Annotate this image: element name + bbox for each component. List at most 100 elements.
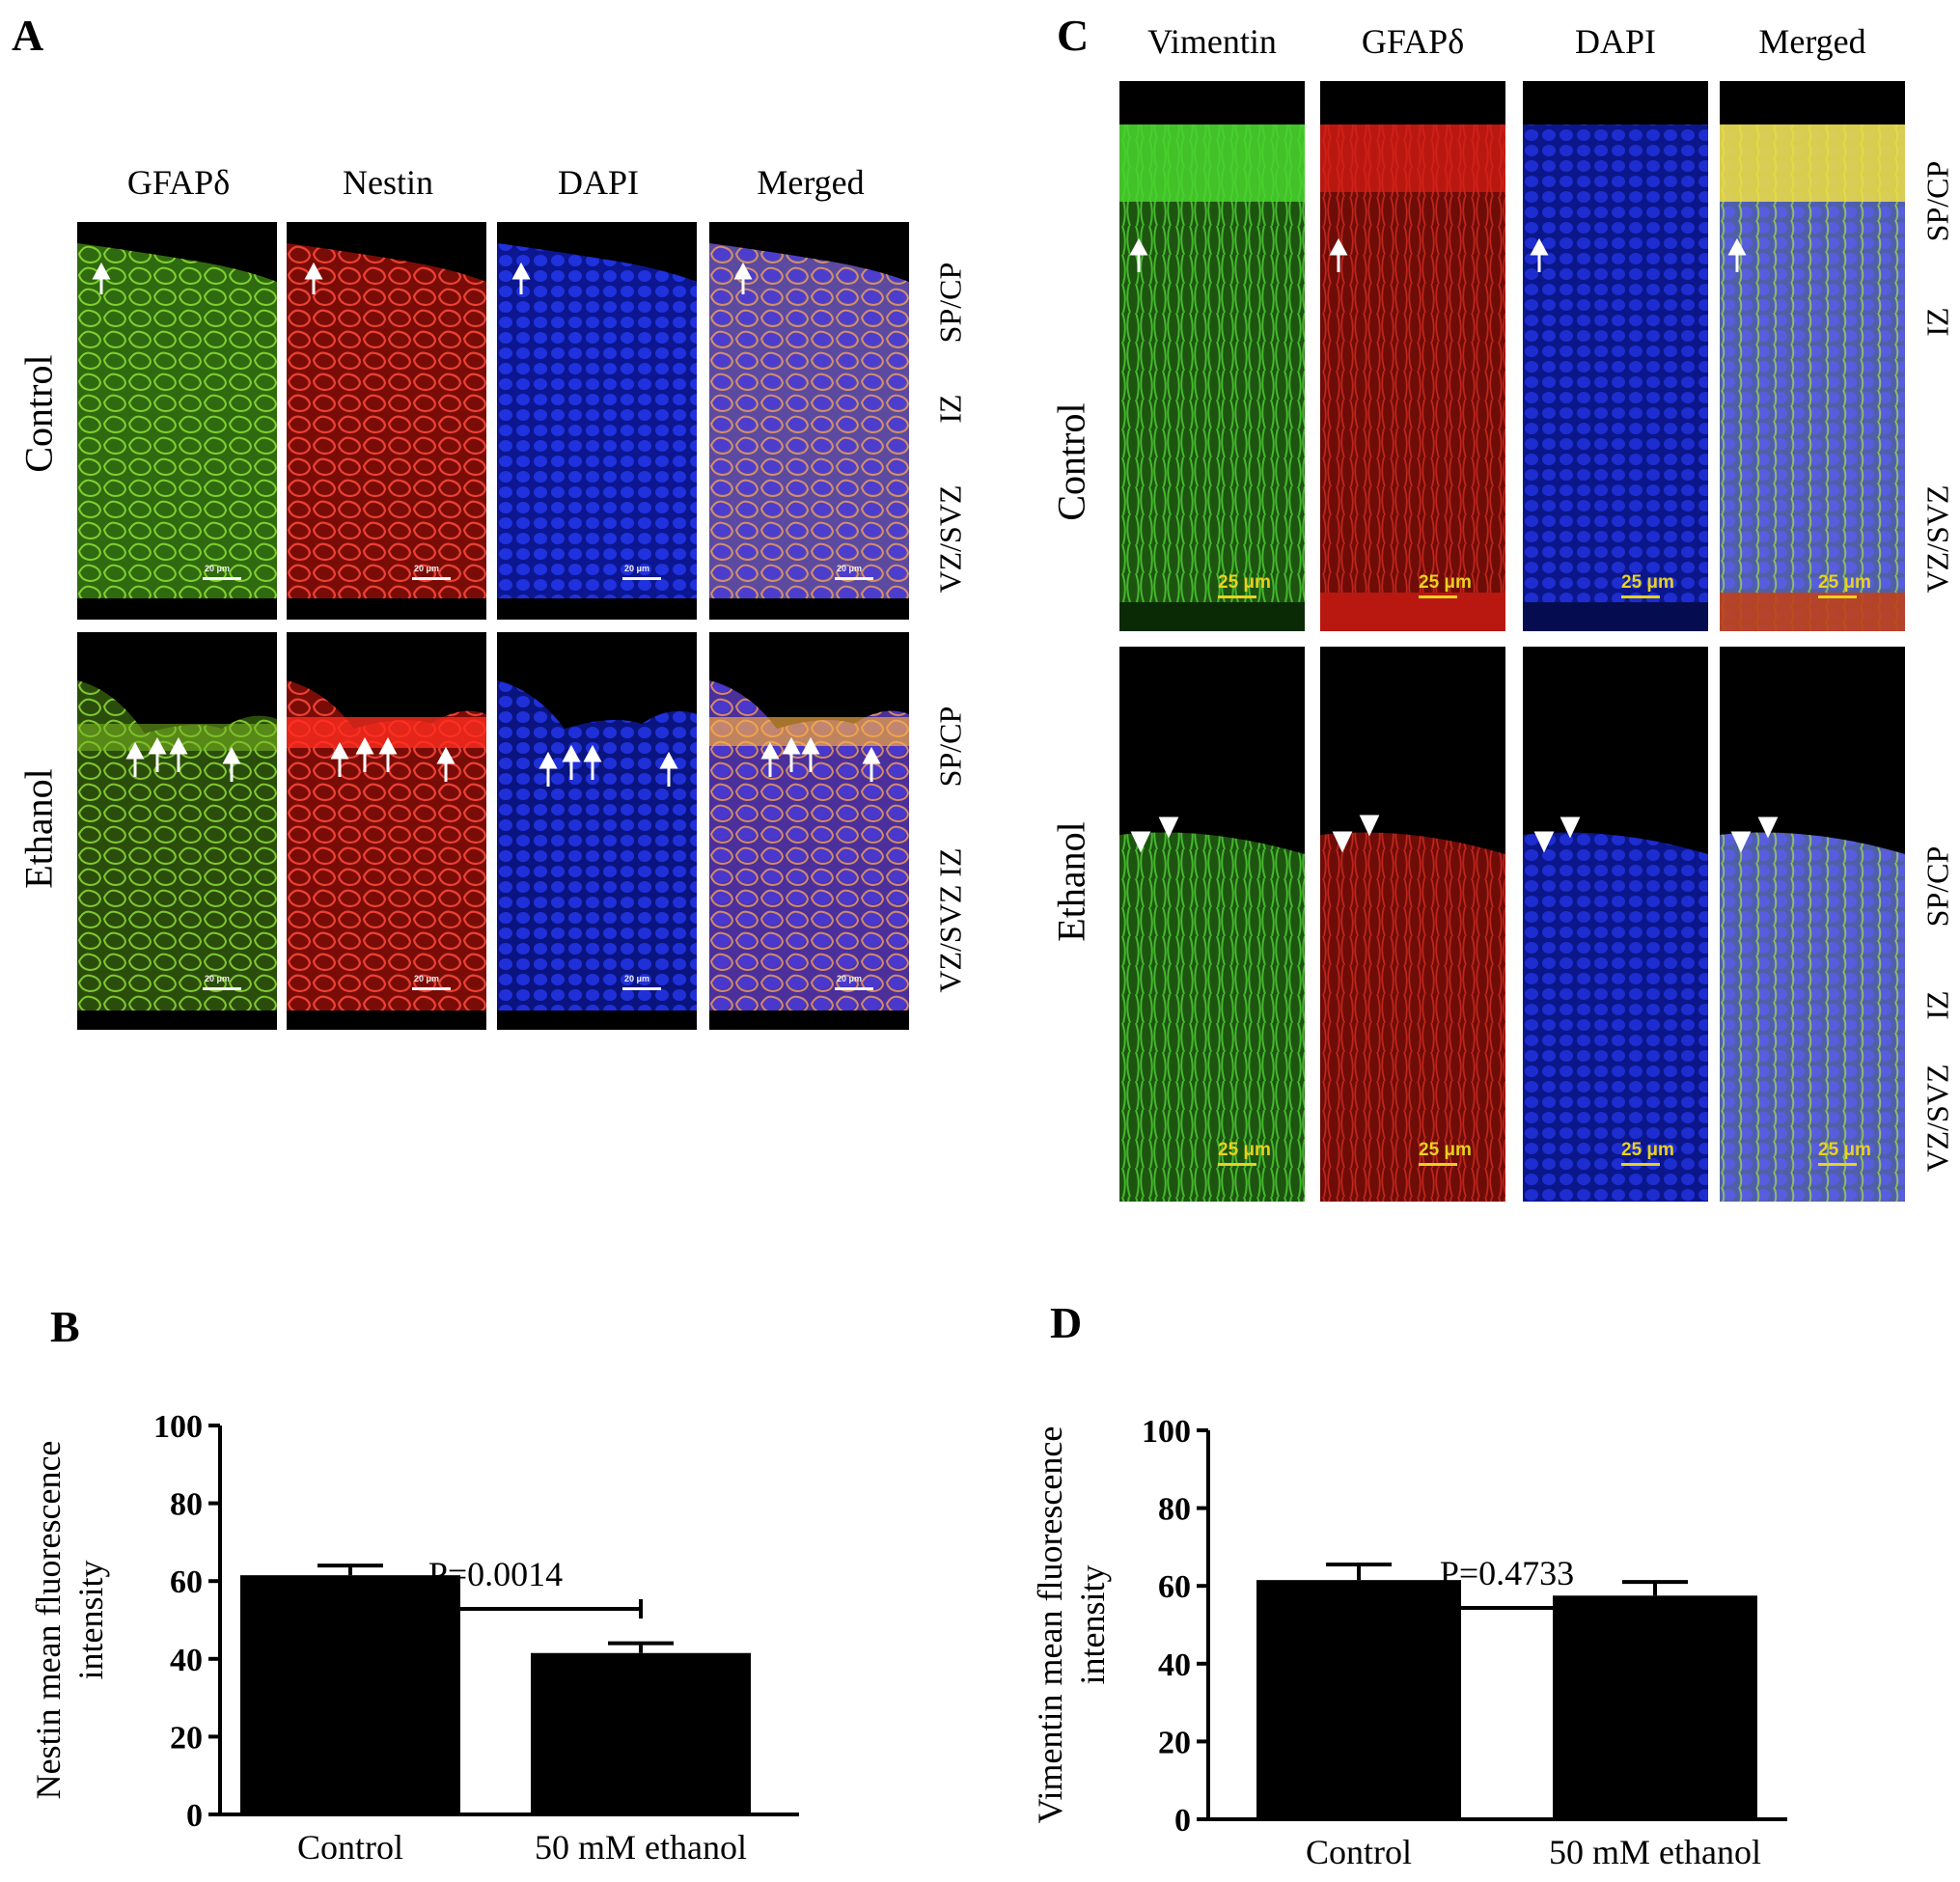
zone-c-control-iz: IZ xyxy=(1919,307,1955,337)
micrograph-c-control-vimentin xyxy=(1119,81,1305,631)
chart-b-ylabel-line2: intensity xyxy=(71,1561,110,1680)
chart-d: 0 20 40 60 80 100 Vimentin mean fluorescence in… xyxy=(1004,1332,1959,1882)
scale-label-a-control-3: 20 μm xyxy=(624,564,650,573)
panel-letter-c: C xyxy=(1057,11,1090,60)
micrograph-a-ethanol-nestin xyxy=(287,632,486,1030)
col-head-c-vimentin: Vimentin xyxy=(1147,22,1277,61)
chart-b-ytick-label-5: 100 xyxy=(153,1409,203,1445)
micrograph-a-control-dapi xyxy=(497,222,697,620)
panel-letter-d: D xyxy=(1050,1298,1083,1347)
micrograph-c-ethanol-vimentin xyxy=(1119,647,1305,1202)
zone-c-ethanol-spcp: SP/CP xyxy=(1919,845,1955,927)
zone-c-ethanol-iz: IZ xyxy=(1919,990,1955,1020)
micrograph-a-ethanol-merged xyxy=(709,632,909,1030)
micrograph-a-control-nestin xyxy=(287,222,486,620)
scale-label-a-ethanol-1: 20 μm xyxy=(205,974,231,983)
scale-bar-a-ethanol-1 xyxy=(203,987,241,990)
chart-d-ytick-label-5: 100 xyxy=(1142,1414,1191,1450)
zone-c-control-spcp: SP/CP xyxy=(1919,160,1955,242)
chart-d-svg: 0 20 40 60 80 100 Vimentin mean fluorescence in… xyxy=(1031,1414,1787,1871)
col-head-a-gfap: GFAPδ xyxy=(126,163,231,202)
chart-d-category-label-0: Control xyxy=(1306,1833,1412,1871)
chart-b-category-label-0: Control xyxy=(297,1828,403,1867)
scale-bar-c-ethanol-2 xyxy=(1419,1163,1457,1166)
micrograph-c-ethanol-merged xyxy=(1720,647,1905,1202)
micrograph-c-ethanol-dapi xyxy=(1523,647,1708,1202)
scale-label-c-control-1: 25 μm xyxy=(1218,572,1271,593)
scale-label-c-ethanol-2: 25 μm xyxy=(1419,1140,1472,1160)
micrograph-c-control-gfap xyxy=(1320,81,1505,631)
scale-label-a-control-2: 20 μm xyxy=(414,564,440,573)
micrograph-a-control-gfap xyxy=(77,222,277,620)
chart-b-ytick-label-4: 80 xyxy=(170,1487,203,1523)
scale-label-c-ethanol-1: 25 μm xyxy=(1218,1140,1271,1160)
chart-d-category-label-1: 50 mM ethanol xyxy=(1549,1833,1761,1871)
micrograph-c-control-merged xyxy=(1720,81,1905,631)
scale-label-a-ethanol-4: 20 μm xyxy=(837,974,863,983)
scale-bar-c-ethanol-1 xyxy=(1218,1163,1256,1166)
scale-label-c-control-3: 25 μm xyxy=(1621,572,1674,593)
chart-d-ylabel-line1: Vimentin mean fluorescence xyxy=(1031,1426,1069,1824)
scale-label-c-ethanol-3: 25 μm xyxy=(1621,1140,1674,1160)
scale-label-c-ethanol-4: 25 μm xyxy=(1818,1140,1871,1160)
chart-d-bar-1 xyxy=(1553,1595,1757,1819)
col-head-c-merged: Merged xyxy=(1758,22,1866,61)
chart-b-ytick-label-1: 20 xyxy=(170,1720,203,1756)
chart-b-ytick-label-0: 0 xyxy=(186,1798,203,1834)
col-head-c-dapi: DAPI xyxy=(1574,22,1656,61)
chart-d-ytick-label-3: 60 xyxy=(1158,1569,1191,1605)
chart-d-ytick-label-0: 0 xyxy=(1174,1803,1191,1839)
chart-b-ytick-label-2: 40 xyxy=(170,1643,203,1678)
micrograph-c-control-dapi xyxy=(1523,81,1708,631)
scale-bar-a-control-4 xyxy=(835,577,873,580)
scale-label-c-control-2: 25 μm xyxy=(1419,572,1472,593)
scale-bar-a-ethanol-3 xyxy=(622,987,661,990)
scale-label-a-ethanol-3: 20 μm xyxy=(624,974,650,983)
zone-a-ethanol-vzsvz-iz: VZ/SVZ IZ xyxy=(932,847,968,993)
scale-bar-a-control-1 xyxy=(203,577,241,580)
zone-c-control-vzsvz: VZ/SVZ xyxy=(1919,484,1955,594)
zone-a-control-vzsvz: VZ/SVZ xyxy=(932,484,968,594)
scale-bar-a-ethanol-4 xyxy=(835,987,873,990)
chart-b-category-label-1: 50 mM ethanol xyxy=(535,1828,747,1867)
chart-d-ytick-label-4: 80 xyxy=(1158,1492,1191,1528)
zone-c-ethanol-vzsvz: VZ/SVZ xyxy=(1919,1064,1955,1173)
chart-b-svg: 0 20 40 60 80 100 Nestin mean fluorescence inte… xyxy=(29,1409,799,1867)
micrograph-c-ethanol-gfap xyxy=(1320,647,1505,1202)
chart-b-ylabel-line1: Nestin mean fluorescence xyxy=(29,1441,68,1800)
scale-label-a-control-4: 20 μm xyxy=(837,564,863,573)
scale-label-a-ethanol-2: 20 μm xyxy=(414,974,440,983)
col-head-a-merged: Merged xyxy=(757,163,865,202)
panel-letter-b: B xyxy=(50,1302,80,1351)
chart-d-annotation: P=0.4733 xyxy=(1440,1554,1574,1592)
chart-d-ytick-label-1: 20 xyxy=(1158,1725,1191,1760)
scale-bar-a-control-2 xyxy=(412,577,451,580)
scale-bar-c-control-1 xyxy=(1218,595,1256,598)
chart-b-ytick-label-3: 60 xyxy=(170,1564,203,1600)
scale-bar-c-ethanol-3 xyxy=(1621,1163,1660,1166)
scale-bar-c-control-4 xyxy=(1818,595,1857,598)
scale-label-a-control-1: 20 μm xyxy=(205,564,231,573)
scale-bar-c-ethanol-4 xyxy=(1818,1163,1857,1166)
panel-letter-a: A xyxy=(12,11,44,60)
zone-a-ethanol-spcp: SP/CP xyxy=(932,706,968,788)
col-head-c-gfap: GFAPδ xyxy=(1361,22,1465,61)
arrows-c xyxy=(1129,237,1779,853)
arrows-a xyxy=(92,262,881,787)
scale-bar-a-ethanol-2 xyxy=(412,987,451,990)
chart-b: 0 20 40 60 80 100 Nestin mean fluorescence inte… xyxy=(0,1332,965,1882)
chart-b-bar-1 xyxy=(531,1652,751,1814)
col-head-a-nestin: Nestin xyxy=(343,163,433,202)
chart-d-bar-0 xyxy=(1256,1580,1461,1819)
chart-b-annotation: P=0.0014 xyxy=(428,1555,563,1593)
col-head-a-dapi: DAPI xyxy=(557,163,639,202)
zone-a-control-spcp: SP/CP xyxy=(932,262,968,344)
chart-d-ytick-label-2: 40 xyxy=(1158,1647,1191,1683)
micrograph-a-ethanol-gfap xyxy=(77,632,277,1030)
chart-d-ylabel-line2: intensity xyxy=(1073,1565,1112,1685)
scale-label-c-control-4: 25 μm xyxy=(1818,572,1871,593)
scale-bar-c-control-3 xyxy=(1621,595,1660,598)
zone-a-control-iz: IZ xyxy=(932,394,968,424)
scale-bar-c-control-2 xyxy=(1419,595,1457,598)
scale-bar-a-control-3 xyxy=(622,577,661,580)
